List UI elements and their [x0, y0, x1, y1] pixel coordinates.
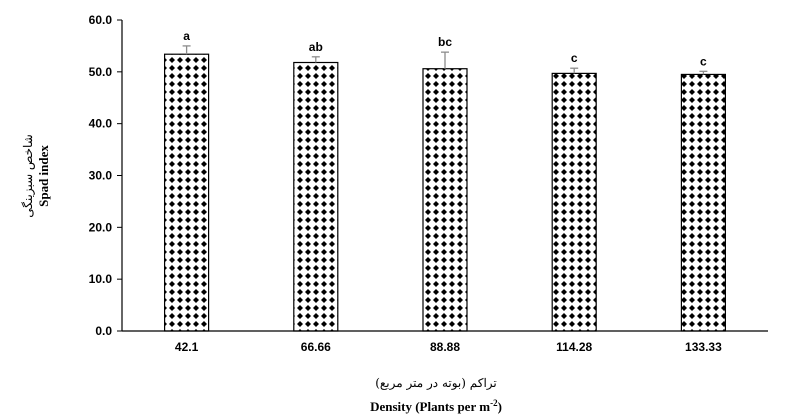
- bar: [293, 61, 339, 332]
- significance-letter: bc: [438, 35, 452, 49]
- x-axis-title-en: Density (Plants per m-2): [370, 398, 502, 414]
- significance-letter: a: [183, 29, 190, 43]
- bars: [164, 53, 727, 332]
- x-tick-label: 42.1: [175, 340, 199, 354]
- y-tick-label: 30.0: [89, 169, 113, 183]
- x-tick-label: 66.66: [301, 340, 331, 354]
- y-tick-label: 20.0: [89, 220, 113, 234]
- y-tick-label: 0.0: [95, 324, 112, 338]
- x-tick-label: 114.28: [556, 340, 592, 354]
- y-axis-title-en-group: Spad index: [36, 145, 51, 207]
- x-tick-label: 133.33: [685, 340, 722, 354]
- y-tick-label: 40.0: [89, 117, 113, 131]
- significance-letter: ab: [309, 40, 323, 54]
- bar: [422, 68, 468, 332]
- x-axis-ticks: 42.1 66.66 88.88 114.28 133.33: [175, 340, 722, 354]
- y-tick-label: 50.0: [89, 65, 113, 79]
- y-axis-title-en: Spad index: [36, 145, 51, 207]
- y-axis-ticks: 0.0 10.0 20.0 30.0 40.0 50.0 60.0: [89, 13, 122, 338]
- y-axis-title-fa: شاخص سبزینگی: [21, 134, 35, 218]
- x-axis-title-en-close: ): [498, 399, 502, 414]
- bar: [164, 53, 210, 332]
- y-tick-label: 60.0: [89, 13, 113, 27]
- significance-letter: c: [700, 54, 707, 68]
- x-axis-title-en-main: Density (Plants per m: [370, 399, 490, 414]
- significance-letters: a ab bc c c: [183, 29, 707, 68]
- error-bars: [182, 45, 708, 75]
- x-axis-title-fa: تراکم (بوته در متر مربع): [375, 376, 497, 390]
- x-tick-label: 88.88: [430, 340, 460, 354]
- significance-letter: c: [571, 51, 578, 65]
- y-tick-label: 10.0: [89, 272, 113, 286]
- bar: [551, 72, 597, 332]
- bar: [680, 73, 727, 332]
- y-axis-title-fa-group: شاخص سبزینگی: [21, 134, 35, 218]
- x-axis-title-en-sup: -2: [490, 398, 498, 408]
